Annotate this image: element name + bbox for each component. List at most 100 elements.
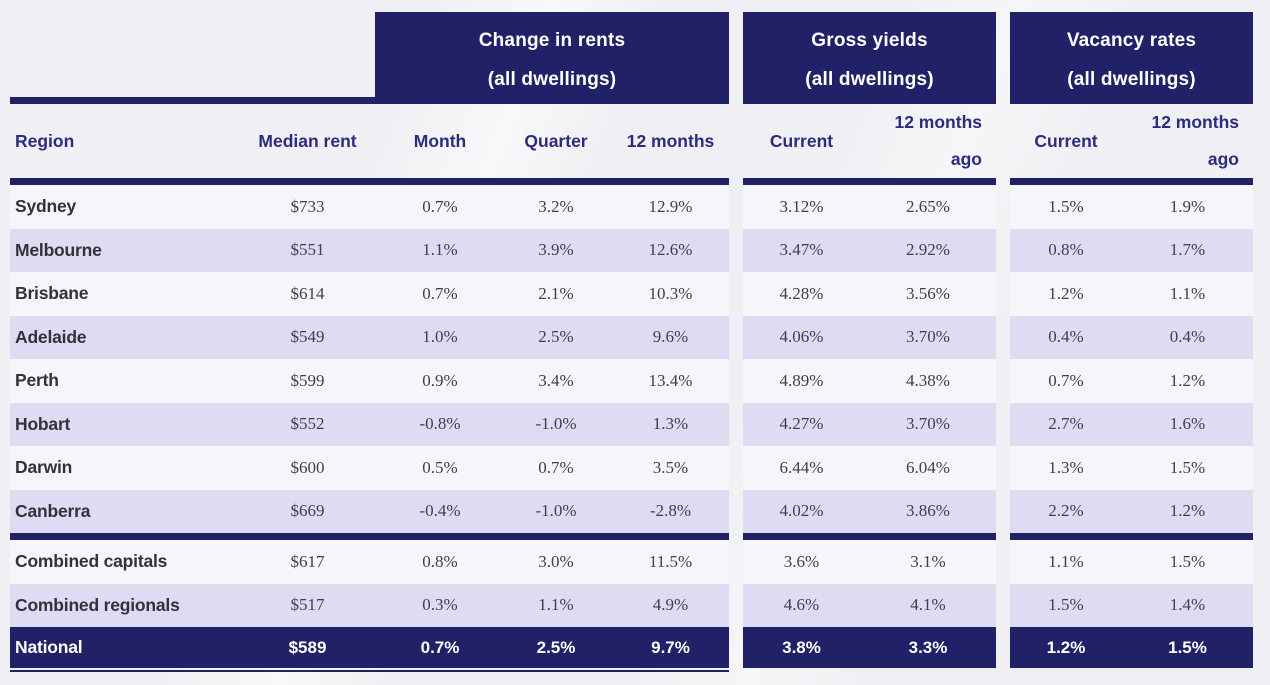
quarter-cell: 2.5%: [538, 327, 574, 347]
twelve-months-cell: 9.7%: [651, 637, 690, 657]
quarter-cell: 1.1%: [538, 595, 574, 615]
column-header-12-months: 12 months: [626, 130, 715, 151]
group-title-line2: (all dwellings): [487, 69, 617, 90]
gy-12mo-cell: 3.86%: [906, 501, 950, 521]
rows-change-in-rents: Sydney $733 0.7% 3.2% 12.9% Melbourne $551 1.1%…: [10, 185, 729, 672]
gy-12mo-cell: 2.65%: [906, 196, 950, 216]
vr-12mo-cell: 1.5%: [1168, 637, 1207, 657]
month-cell: -0.8%: [419, 414, 461, 434]
quarter-cell: 2.5%: [536, 637, 576, 657]
12-months-ago-line2: ago: [1207, 149, 1239, 169]
vr-current-cell: 1.5%: [1048, 595, 1084, 615]
median-rent-cell: $669: [290, 501, 325, 521]
group-title-line1: Gross yields: [811, 30, 928, 51]
twelve-months-cell: 10.3%: [648, 283, 693, 303]
gy-current-cell: 4.06%: [779, 327, 824, 347]
region-cell: Darwin: [15, 457, 73, 478]
table-row-canberra: Canberra $669 -0.4% -1.0% -2.8%: [10, 489, 729, 533]
gy-current-cell: 4.27%: [779, 414, 824, 434]
section-gross-yields: Gross yields (all dwellings) Current 12 …: [743, 12, 996, 672]
table: Change in rents (all dwellings) Region M…: [10, 12, 1253, 672]
table-row-perth: 4.89% 4.38%: [743, 359, 996, 403]
vr-current-cell: 1.1%: [1048, 551, 1084, 571]
gy-12mo-cell: 4.38%: [906, 370, 950, 390]
gy-12mo-cell: 3.70%: [906, 327, 950, 347]
table-row-sydney: 3.12% 2.65%: [743, 185, 996, 229]
column-header-month: Month: [413, 130, 467, 151]
gy-12mo-cell: 6.04%: [906, 457, 950, 477]
twelve-months-cell: 9.6%: [652, 327, 689, 347]
vr-12mo-cell: 1.2%: [1169, 501, 1206, 521]
gy-12mo-cell: 3.1%: [910, 551, 946, 571]
gy-12mo-cell: 3.70%: [906, 414, 950, 434]
month-cell: 0.5%: [422, 457, 458, 477]
table-row-hobart: Hobart $552 -0.8% -1.0% 1.3%: [10, 402, 729, 446]
twelve-months-cell: -2.8%: [649, 501, 692, 521]
column-header-median-rent: Median rent: [258, 130, 357, 151]
quarter-cell: 3.0%: [538, 551, 574, 571]
month-cell: -0.4%: [419, 501, 461, 521]
vr-current-cell: 1.5%: [1048, 196, 1084, 216]
month-cell: 1.0%: [422, 327, 458, 347]
column-header-12-months-ago: 12 months ago: [1122, 104, 1253, 178]
gy-current-cell: 4.02%: [779, 501, 824, 521]
table-row-national: National $589 0.7% 2.5% 9.7%: [10, 627, 729, 668]
group-title-line2: (all dwellings): [1067, 69, 1196, 90]
table-row-melbourne: 3.47% 2.92%: [743, 228, 996, 272]
gy-current-cell: 3.8%: [782, 637, 821, 657]
median-rent-cell: $599: [290, 370, 325, 390]
gy-current-cell: 6.44%: [779, 457, 824, 477]
region-cell: Combined capitals: [15, 551, 168, 572]
table-row-darwin: 1.3% 1.5%: [1010, 446, 1253, 490]
vr-12mo-cell: 0.4%: [1169, 327, 1206, 347]
section-divider: [10, 533, 729, 540]
region-cell: Melbourne: [15, 239, 102, 260]
vr-12mo-cell: 1.4%: [1169, 595, 1206, 615]
table-row-adelaide: Adelaide $549 1.0% 2.5% 9.6%: [10, 315, 729, 359]
quarter-cell: 3.4%: [538, 370, 574, 390]
column-header-12-months-ago: 12 months ago: [860, 104, 996, 178]
vr-12mo-cell: 1.5%: [1169, 551, 1206, 571]
vr-current-cell: 0.7%: [1048, 370, 1084, 390]
region-cell: Adelaide: [15, 326, 87, 347]
region-cell: Perth: [15, 370, 59, 391]
group-header-row: Gross yields (all dwellings): [743, 12, 996, 104]
group-header-row: Change in rents (all dwellings): [10, 12, 729, 104]
table-row-combined-regionals: 4.6% 4.1%: [743, 583, 996, 627]
column-header-row: Current 12 months ago: [743, 104, 996, 185]
section-change-in-rents: Change in rents (all dwellings) Region M…: [10, 12, 729, 672]
vr-current-cell: 0.8%: [1048, 240, 1084, 260]
gy-current-cell: 4.89%: [779, 370, 824, 390]
twelve-months-cell: 13.4%: [648, 370, 693, 390]
12-months-ago-line2: ago: [950, 149, 982, 169]
column-header-region: Region: [15, 130, 75, 151]
region-cell: Sydney: [15, 196, 77, 217]
quarter-cell: 3.2%: [538, 196, 574, 216]
group-header-row: Vacancy rates (all dwellings): [1010, 12, 1253, 104]
median-rent-cell: $552: [290, 414, 325, 434]
gy-12mo-cell: 4.1%: [910, 595, 946, 615]
table-row-melbourne: Melbourne $551 1.1% 3.9% 12.6%: [10, 228, 729, 272]
table-row-brisbane: Brisbane $614 0.7% 2.1% 10.3%: [10, 272, 729, 316]
group-title-line1: Vacancy rates: [1066, 30, 1197, 51]
vr-current-cell: 1.3%: [1048, 457, 1084, 477]
table-row-national: 3.8% 3.3%: [743, 627, 996, 668]
month-cell: 1.1%: [422, 240, 458, 260]
table-row-hobart: 4.27% 3.70%: [743, 402, 996, 446]
median-rent-cell: $551: [290, 240, 325, 260]
gy-current-cell: 4.6%: [783, 595, 820, 615]
gy-12mo-cell: 2.92%: [906, 240, 950, 260]
region-cell: Brisbane: [15, 283, 89, 304]
vr-12mo-cell: 1.9%: [1169, 196, 1206, 216]
table-row-canberra: 2.2% 1.2%: [1010, 489, 1253, 533]
group-header-change-in-rents: Change in rents (all dwellings): [375, 12, 729, 104]
table-row-melbourne: 0.8% 1.7%: [1010, 228, 1253, 272]
column-header-row: Current 12 months ago: [1010, 104, 1253, 185]
rows-gross-yields: 3.12% 2.65% 3.47% 2.92% 4.28% 3.56% 4.06% 3.70%…: [743, 185, 996, 668]
rows-vacancy-rates: 1.5% 1.9% 0.8% 1.7% 1.2% 1.1% 0.4% 0.4% 0.7% 1.2%…: [1010, 185, 1253, 668]
vr-current-cell: 1.2%: [1048, 283, 1084, 303]
gy-current-cell: 3.12%: [779, 196, 824, 216]
twelve-months-cell: 1.3%: [652, 414, 689, 434]
table-row-combined-capitals: 1.1% 1.5%: [1010, 540, 1253, 584]
